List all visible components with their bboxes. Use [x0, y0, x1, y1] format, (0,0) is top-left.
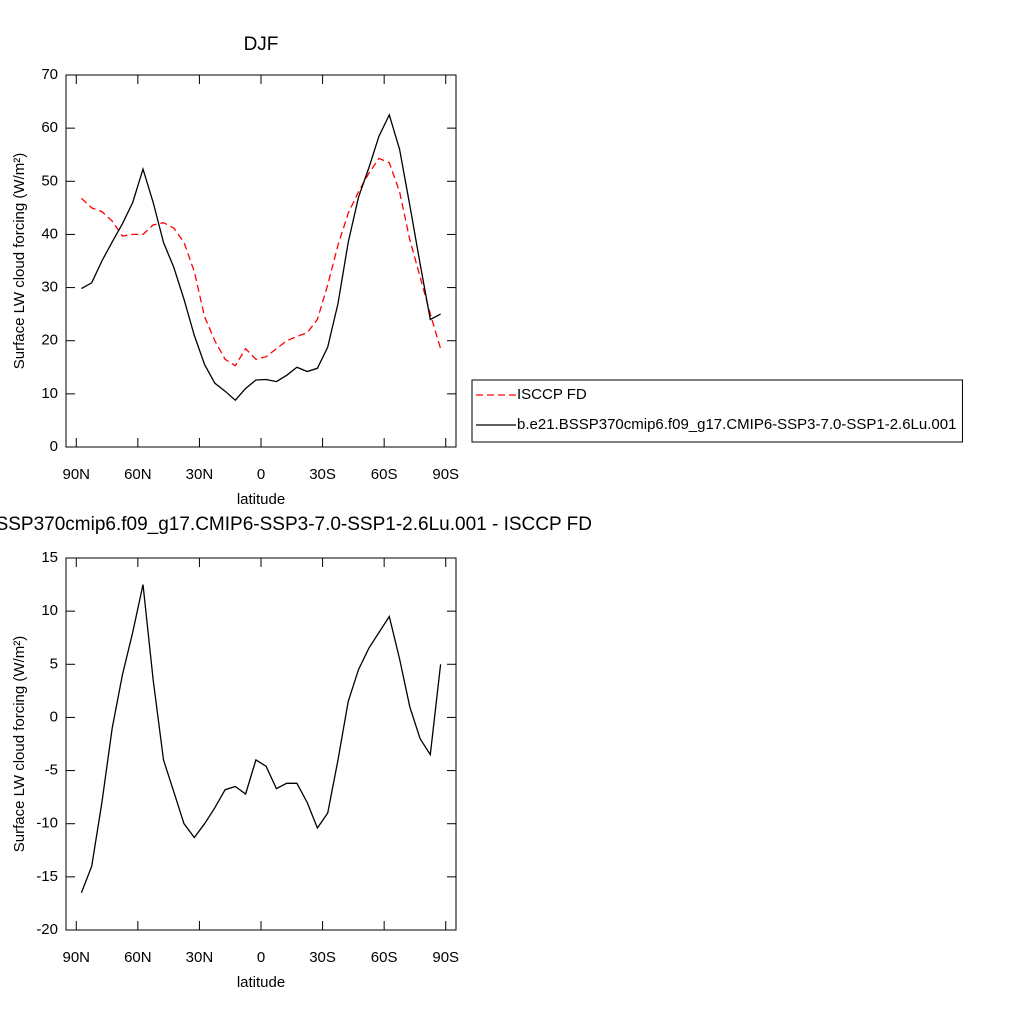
- y-tick-label: -5: [45, 762, 58, 779]
- y-tick-label: -10: [36, 815, 58, 832]
- y-tick-label: -15: [36, 868, 58, 885]
- chart-title: DJF: [244, 34, 279, 55]
- y-tick-label: 15: [41, 549, 58, 566]
- legend-frame: [471, 379, 963, 443]
- x-tick-label: 30S: [309, 466, 336, 483]
- y-tick-label: 60: [41, 119, 58, 136]
- chart-title: b.e21.BSSP370cmip6.f09_g17.CMIP6-SSP3-7.…: [0, 514, 592, 535]
- plot-frame: [65, 74, 457, 448]
- x-tick-label: 90S: [432, 949, 459, 966]
- data-line: [80, 584, 442, 894]
- y-tick-label: 0: [50, 438, 58, 455]
- x-tick-label: 0: [257, 466, 265, 483]
- x-tick-label: 60S: [371, 949, 398, 966]
- x-tick-label: 90S: [432, 466, 459, 483]
- y-tick-label: 70: [41, 66, 58, 83]
- y-tick-label: 40: [41, 225, 58, 242]
- y-tick-label: 20: [41, 332, 58, 349]
- y-tick-label: 30: [41, 279, 58, 296]
- legend: ISCCP FD b.e21.BSSP370cmip6.f09_g17.CMIP6…: [471, 379, 963, 443]
- y-axis-label: Surface LW cloud forcing (W/m²): [11, 636, 28, 852]
- x-tick-label: 30N: [186, 949, 214, 966]
- x-tick-label: 60N: [124, 466, 152, 483]
- plot-frame: [65, 557, 457, 931]
- y-tick-label: 10: [41, 602, 58, 619]
- y-tick-label: 0: [50, 708, 58, 725]
- x-tick-label: 60N: [124, 949, 152, 966]
- y-tick-label: -20: [36, 921, 58, 938]
- x-tick-label: 60S: [371, 466, 398, 483]
- x-tick-label: 30S: [309, 949, 336, 966]
- x-tick-label: 90N: [62, 466, 90, 483]
- data-line: [80, 157, 442, 367]
- x-axis-label: latitude: [237, 491, 285, 508]
- y-tick-label: 5: [50, 655, 58, 672]
- x-axis-label: latitude: [237, 974, 285, 991]
- x-tick-label: 30N: [186, 466, 214, 483]
- data-line: [81, 113, 441, 402]
- x-tick-label: 0: [257, 949, 265, 966]
- y-axis-label: Surface LW cloud forcing (W/m²): [11, 153, 28, 369]
- y-tick-label: 10: [41, 385, 58, 402]
- y-tick-label: 50: [41, 172, 58, 189]
- x-tick-label: 90N: [62, 949, 90, 966]
- legend-label: ISCCP FD: [517, 386, 587, 403]
- legend-label: b.e21.BSSP370cmip6.f09_g17.CMIP6-SSP3-7.…: [517, 416, 956, 433]
